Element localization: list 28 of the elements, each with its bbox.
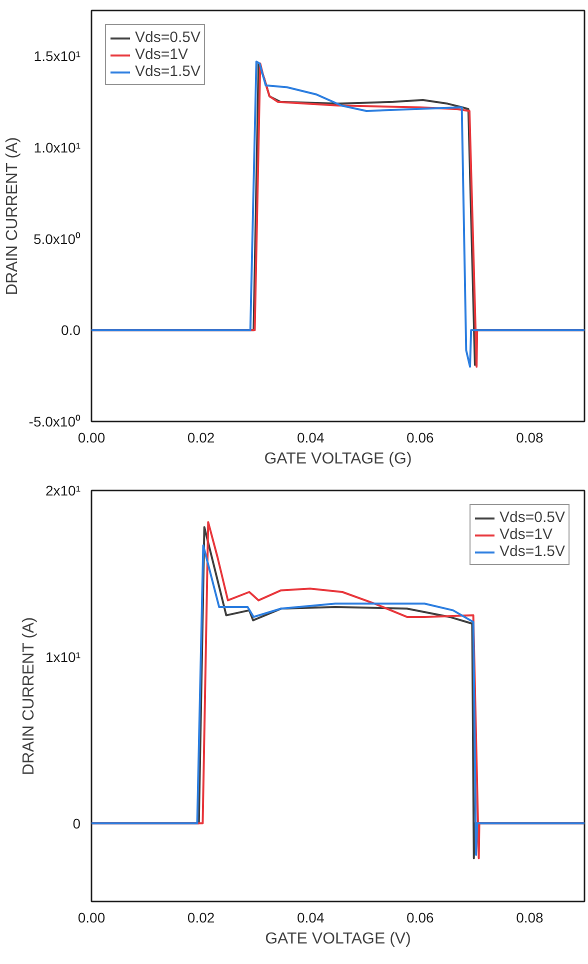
- x-tick-label: 0.06: [406, 910, 434, 926]
- x-tick-label: 0.06: [406, 430, 434, 446]
- y-tick-label: 5.0x10⁰: [33, 230, 81, 247]
- x-tick-label: 0.02: [187, 430, 215, 446]
- y-tick-label: 1.0x10¹: [34, 140, 81, 156]
- y-axis-title: DRAIN CURRENT (A): [20, 617, 38, 776]
- x-tick-label: 0.00: [78, 910, 106, 926]
- legend-label: Vds=1.5V: [135, 63, 200, 80]
- y-tick-label: 1.5x10¹: [34, 48, 81, 64]
- legend-label: Vds=0.5V: [135, 29, 200, 46]
- x-tick-label: 0.08: [516, 430, 544, 446]
- legend-label: Vds=1V: [135, 46, 188, 63]
- legend-label: Vds=1V: [500, 526, 552, 543]
- y-tick-label: 2x10¹: [45, 482, 81, 498]
- legend-label: Vds=0.5V: [500, 509, 565, 526]
- y-axis-title: DRAIN CURRENT (A): [4, 137, 21, 296]
- x-tick-label: 0.04: [296, 430, 324, 446]
- y-tick-label: -5.0x10⁰: [28, 414, 81, 430]
- x-tick-label: 0.04: [296, 910, 324, 926]
- y-tick-label: 0: [72, 815, 81, 832]
- x-axis-title: GATE VOLTAGE (V): [265, 930, 411, 948]
- y-tick-label: 1x10¹: [45, 648, 81, 665]
- x-tick-label: 0.00: [78, 430, 106, 446]
- y-tick-label: 0.0: [61, 322, 81, 338]
- x-axis-title: GATE VOLTAGE (G): [264, 450, 412, 468]
- legend-label: Vds=1.5V: [500, 543, 565, 560]
- x-tick-label: 0.02: [187, 910, 215, 926]
- x-tick-label: 0.08: [516, 910, 544, 926]
